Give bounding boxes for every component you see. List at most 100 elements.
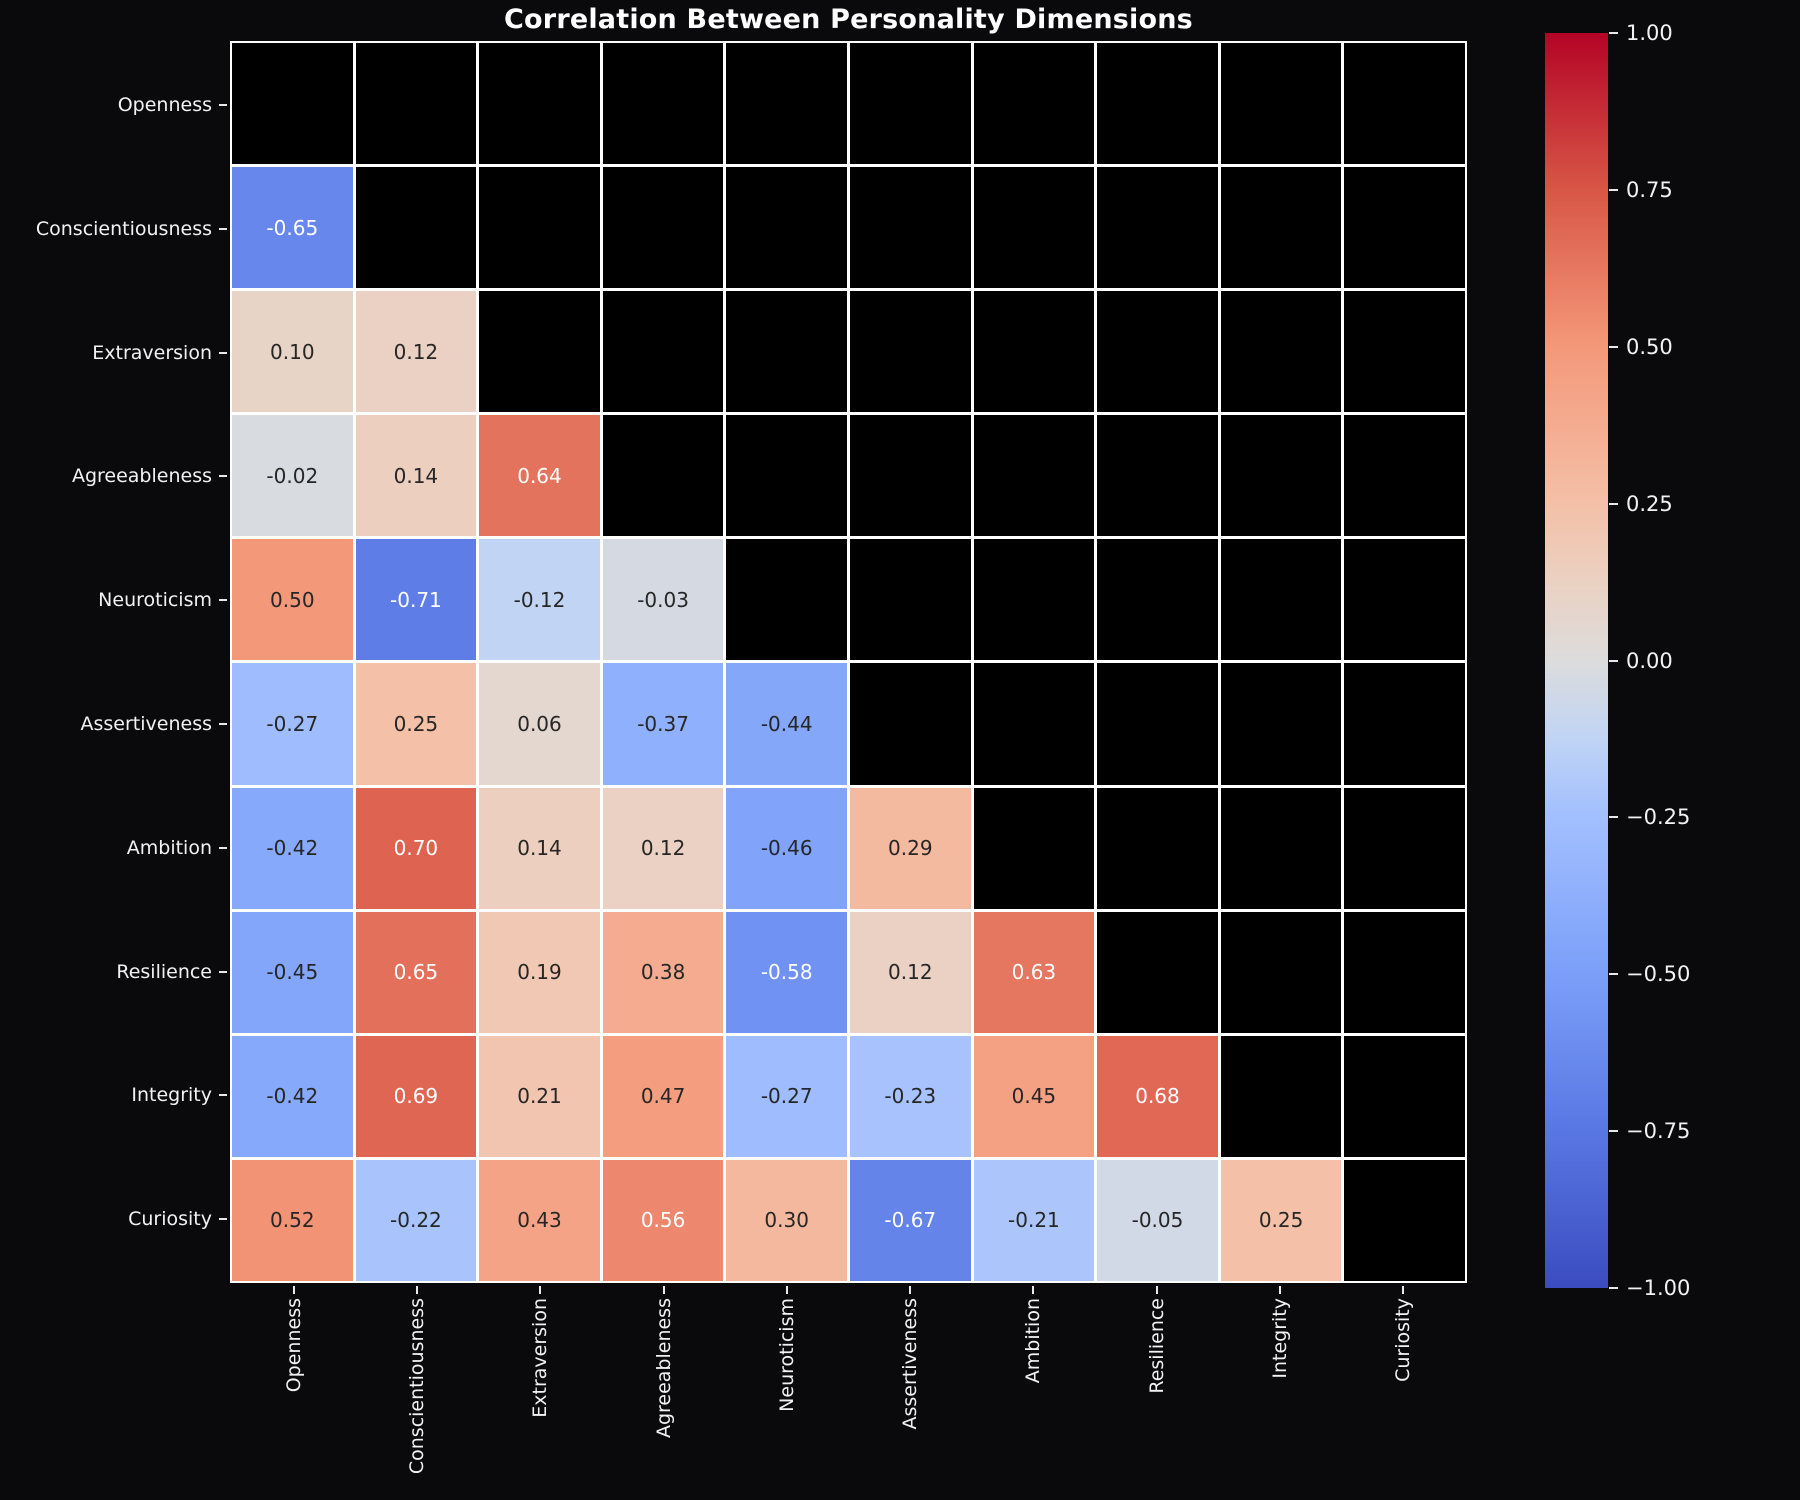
- heatmap-cell: [1097, 663, 1218, 785]
- heatmap-cell: -0.12: [479, 539, 600, 661]
- cell-value: 0.12: [393, 339, 439, 364]
- cell-value: 0.65: [393, 960, 439, 985]
- heatmap-cell: [1220, 663, 1342, 785]
- y-axis-label-integrity: Integrity: [131, 1084, 212, 1107]
- heatmap-cell: 0.65: [355, 911, 477, 1033]
- x-tick: [1279, 1286, 1282, 1294]
- heatmap-cell: -0.58: [726, 911, 847, 1033]
- cell-value: 0.50: [270, 587, 315, 612]
- x-axis-label-text: Conscientiousness: [405, 1298, 428, 1475]
- heatmap-cell: [1344, 539, 1465, 661]
- heatmap-cell: [1220, 911, 1342, 1033]
- heatmap-cell: 0.21: [479, 1035, 600, 1157]
- heatmap-cell: 0.12: [355, 291, 477, 413]
- colorbar-tick: [1609, 659, 1618, 662]
- y-tick: [219, 722, 227, 725]
- y-axis-label-assertiveness: Assertiveness: [80, 712, 213, 735]
- y-axis-label-resilience: Resilience: [116, 960, 212, 983]
- heatmap-cell: -0.22: [355, 1159, 477, 1281]
- heatmap-cell: 0.56: [602, 1159, 724, 1281]
- x-axis-label-text: Openness: [282, 1298, 305, 1393]
- y-tick: [219, 1218, 227, 1221]
- heatmap-cell: [1344, 1035, 1465, 1157]
- y-tick: [219, 846, 227, 849]
- y-tick: [219, 599, 227, 602]
- cell-value: -0.02: [266, 463, 319, 488]
- chart-title: Correlation Between Personality Dimensio…: [504, 4, 1193, 35]
- x-axis-label-ambition: Ambition: [1018, 1298, 1048, 1383]
- heatmap-cell: [1220, 291, 1342, 413]
- heatmap-cell: 0.25: [355, 663, 477, 785]
- heatmap-cell: 0.30: [726, 1159, 847, 1281]
- colorbar-tick-label: 1.00: [1626, 21, 1673, 45]
- cell-value: 0.25: [393, 712, 439, 737]
- x-axis-label-text: Neuroticism: [775, 1298, 798, 1412]
- heatmap-cell: -0.42: [232, 787, 353, 909]
- cell-value: -0.58: [760, 960, 813, 985]
- cell-value: -0.67: [884, 1208, 937, 1233]
- heatmap-cell: 0.38: [602, 911, 724, 1033]
- heatmap-cell: 0.69: [355, 1035, 477, 1157]
- cell-value: 0.12: [640, 836, 686, 861]
- x-tick: [785, 1286, 788, 1294]
- heatmap-cell: [1097, 539, 1218, 661]
- heatmap-cell: [1097, 787, 1218, 909]
- heatmap-cell: -0.65: [232, 167, 353, 289]
- heatmap-cell: [1220, 1035, 1342, 1157]
- cell-value: 0.29: [888, 836, 933, 861]
- heatmap-cell: [1344, 1159, 1465, 1281]
- x-axis-label-openness: Openness: [279, 1298, 309, 1392]
- heatmap-cell: [1220, 167, 1342, 289]
- heatmap-cell: [726, 415, 847, 537]
- heatmap-cell: -0.71: [355, 539, 477, 661]
- cell-value: -0.23: [884, 1084, 937, 1109]
- heatmap-cell: [479, 43, 600, 165]
- heatmap-cell: [849, 663, 971, 785]
- cell-value: -0.05: [1131, 1208, 1184, 1233]
- heatmap-cell: [232, 43, 353, 165]
- colorbar-tick: [1609, 973, 1618, 976]
- heatmap-cell: 0.12: [602, 787, 724, 909]
- y-axis-label-ambition: Ambition: [126, 836, 212, 859]
- cell-value: -0.27: [760, 1084, 813, 1109]
- colorbar-tick: [1609, 1287, 1618, 1289]
- heatmap-cell: -0.05: [1097, 1159, 1218, 1281]
- heatmap-cell: 0.06: [479, 663, 600, 785]
- colorbar-tick-label: −0.50: [1626, 962, 1691, 987]
- heatmap-cell: 0.12: [849, 911, 971, 1033]
- heatmap-cell: [849, 291, 971, 413]
- x-axis-label-text: Ambition: [1022, 1298, 1045, 1384]
- cell-value: 0.19: [517, 960, 562, 985]
- y-axis-label-extraversion: Extraversion: [92, 341, 212, 364]
- cell-value: -0.42: [266, 1084, 319, 1109]
- heatmap-cell: 0.10: [232, 291, 353, 413]
- heatmap-cell: -0.44: [726, 663, 847, 785]
- x-axis-label-text: Resilience: [1145, 1298, 1168, 1394]
- heatmap-cell: [973, 167, 1095, 289]
- colorbar-tick-label: 0.50: [1626, 334, 1673, 359]
- heatmap-cell: 0.14: [355, 415, 477, 537]
- heatmap-cell: [479, 167, 600, 289]
- heatmap-cell: [849, 539, 971, 661]
- cell-value: 0.21: [517, 1084, 562, 1109]
- heatmap-cell: [1220, 787, 1342, 909]
- heatmap-cell: 0.70: [355, 787, 477, 909]
- y-tick: [219, 351, 227, 354]
- heatmap-cell: [602, 43, 724, 165]
- heatmap-cell: 0.19: [479, 911, 600, 1033]
- heatmap-cell: 0.45: [973, 1035, 1095, 1157]
- heatmap-cell: -0.67: [849, 1159, 971, 1281]
- heatmap-cell: [1344, 43, 1465, 165]
- heatmap-cell: -0.27: [726, 1035, 847, 1157]
- x-axis-label-extraversion: Extraversion: [525, 1298, 555, 1418]
- colorbar-tick: [1609, 32, 1618, 34]
- heatmap-cell: [973, 539, 1095, 661]
- y-axis-label-agreeableness: Agreeableness: [71, 465, 212, 488]
- y-tick: [219, 970, 227, 973]
- heatmap-cell: [1220, 415, 1342, 537]
- cell-value: 0.14: [393, 463, 439, 488]
- cell-value: -0.45: [266, 960, 319, 985]
- cell-value: -0.44: [760, 712, 813, 737]
- heatmap-cell: [973, 415, 1095, 537]
